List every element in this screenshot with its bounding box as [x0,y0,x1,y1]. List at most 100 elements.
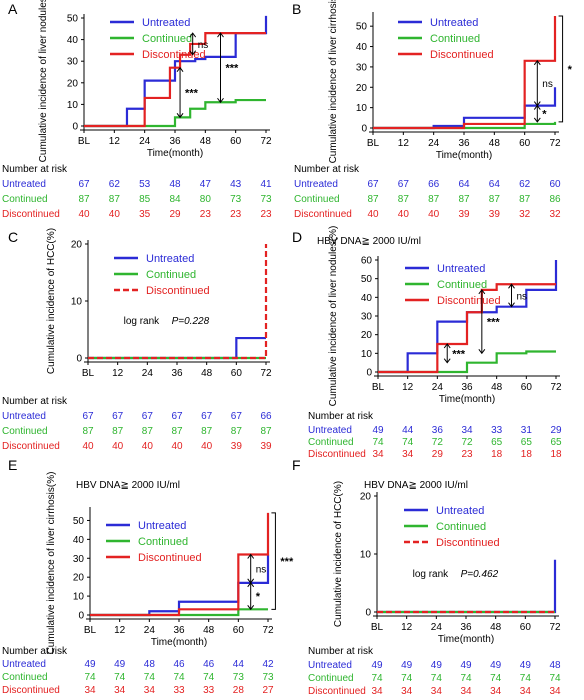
risk-value: 53 [139,179,151,190]
series-line-untreated [373,87,557,130]
annotation-significance: *** [452,348,466,360]
y-tick-label: 10 [67,100,79,111]
x-tick-label: 24 [142,368,154,379]
risk-row-label-continued: Continued [308,673,354,684]
risk-value: 67 [78,179,90,190]
x-tick-label: 24 [431,622,443,633]
risk-value: 40 [142,441,154,452]
y-axis-label: Cumulative incidence of HCC(%) [46,228,57,374]
risk-value: 85 [139,194,151,205]
risk-value: 40 [82,441,94,452]
y-tick-label: 50 [356,22,368,33]
risk-value: 40 [201,441,213,452]
risk-value: 34 [460,686,472,697]
risk-table-title: Number at risk [2,164,68,175]
legend-label-discontinued: Discontinued [146,285,210,297]
legend-label-discontinued: Discontinued [142,49,206,61]
y-tick-label: 50 [73,516,85,527]
y-tick-label: 30 [361,312,373,323]
risk-value: 33 [491,425,503,436]
annotation-significance: ns [517,291,528,302]
x-tick-label: 72 [262,625,274,636]
annotation-arrowhead [247,582,255,588]
risk-value: 87 [201,426,213,437]
risk-row-label-continued: Continued [308,437,354,448]
risk-value: 47 [200,179,212,190]
risk-value: 74 [460,673,472,684]
annotation-arrowhead [478,349,486,355]
risk-value: 40 [112,441,124,452]
annotation-arrowhead [508,283,515,289]
series-line-discontinued [84,32,266,128]
risk-value: 49 [520,660,532,671]
series-line-continued [378,350,556,374]
risk-row-label-discontinued: Discontinued [308,449,366,460]
risk-value: 73 [233,672,245,683]
risk-value: 39 [489,209,501,220]
risk-value: 67 [112,411,124,422]
risk-row-label-discontinued: Discontinued [294,209,352,220]
y-tick-label: 10 [356,103,368,114]
x-tick-label: 36 [460,622,472,633]
legend-label-discontinued: Discontinued [437,295,501,307]
risk-value: 74 [114,672,126,683]
risk-value: 34 [372,449,384,460]
x-tick-label: 72 [549,622,561,633]
risk-value: 67 [201,411,213,422]
risk-row-label-continued: Continued [2,672,48,683]
risk-value: 74 [401,673,413,684]
risk-value: 33 [203,685,215,696]
y-tick-label: 0 [365,608,371,619]
risk-value: 39 [231,441,243,452]
panel-d: D HBV DNA≧ 2000 IU/ml 0 10 20 30 40 50 60 BL 12 24 3… [292,226,562,460]
risk-value: 35 [139,209,151,220]
y-tick-label: 10 [73,592,85,603]
x-tick-label: 72 [550,382,562,393]
annotation-arrowhead [217,97,224,104]
risk-value: 67 [367,179,379,190]
x-tick-label: 12 [109,136,121,147]
y-axis-label: Cumulative incidence of HCC(%) [333,481,344,627]
risk-value: 72 [461,437,473,448]
risk-row-label-untreated: Untreated [2,659,46,670]
panel-letter: B [292,1,301,17]
annotation-arrowhead [443,343,451,349]
risk-value: 87 [142,426,154,437]
risk-value: 34 [114,685,126,696]
risk-value: 48 [549,660,561,671]
risk-value: 64 [489,179,501,190]
annotation-bracket [558,15,564,123]
panel-subtitle: HBV DNA≧ 2000 IU/ml [317,236,421,247]
annotation-significance: *** [226,63,240,75]
y-tick-label: 50 [361,274,373,285]
x-tick-label: 12 [112,368,124,379]
risk-value: 49 [114,659,126,670]
annotation-arrowhead [478,289,486,295]
y-tick-label: 10 [360,550,372,561]
x-tick-label: 36 [458,138,470,149]
risk-value: 40 [367,209,379,220]
x-tick-label: 48 [201,368,213,379]
x-tick-label: BL [372,382,385,393]
series-line-untreated [84,15,268,128]
series-line-discontinued [88,244,268,360]
risk-value: 36 [432,425,444,436]
risk-value: 44 [233,659,245,670]
risk-row-label-discontinued: Discontinued [2,209,60,220]
risk-value: 40 [78,209,90,220]
risk-value: 34 [84,685,96,696]
risk-value: 39 [260,441,272,452]
risk-value: 40 [398,209,410,220]
y-tick-label: 0 [72,122,78,133]
panel-letter: C [8,229,18,245]
risk-value: 29 [432,449,444,460]
y-tick-label: 0 [76,354,82,365]
risk-value: 40 [428,209,440,220]
y-tick-label: 20 [73,573,85,584]
x-tick-label: BL [367,138,380,149]
x-tick-label: 60 [231,368,243,379]
x-tick-label: 36 [173,625,185,636]
risk-value: 87 [458,194,470,205]
annotation-arrowhead [533,117,541,123]
